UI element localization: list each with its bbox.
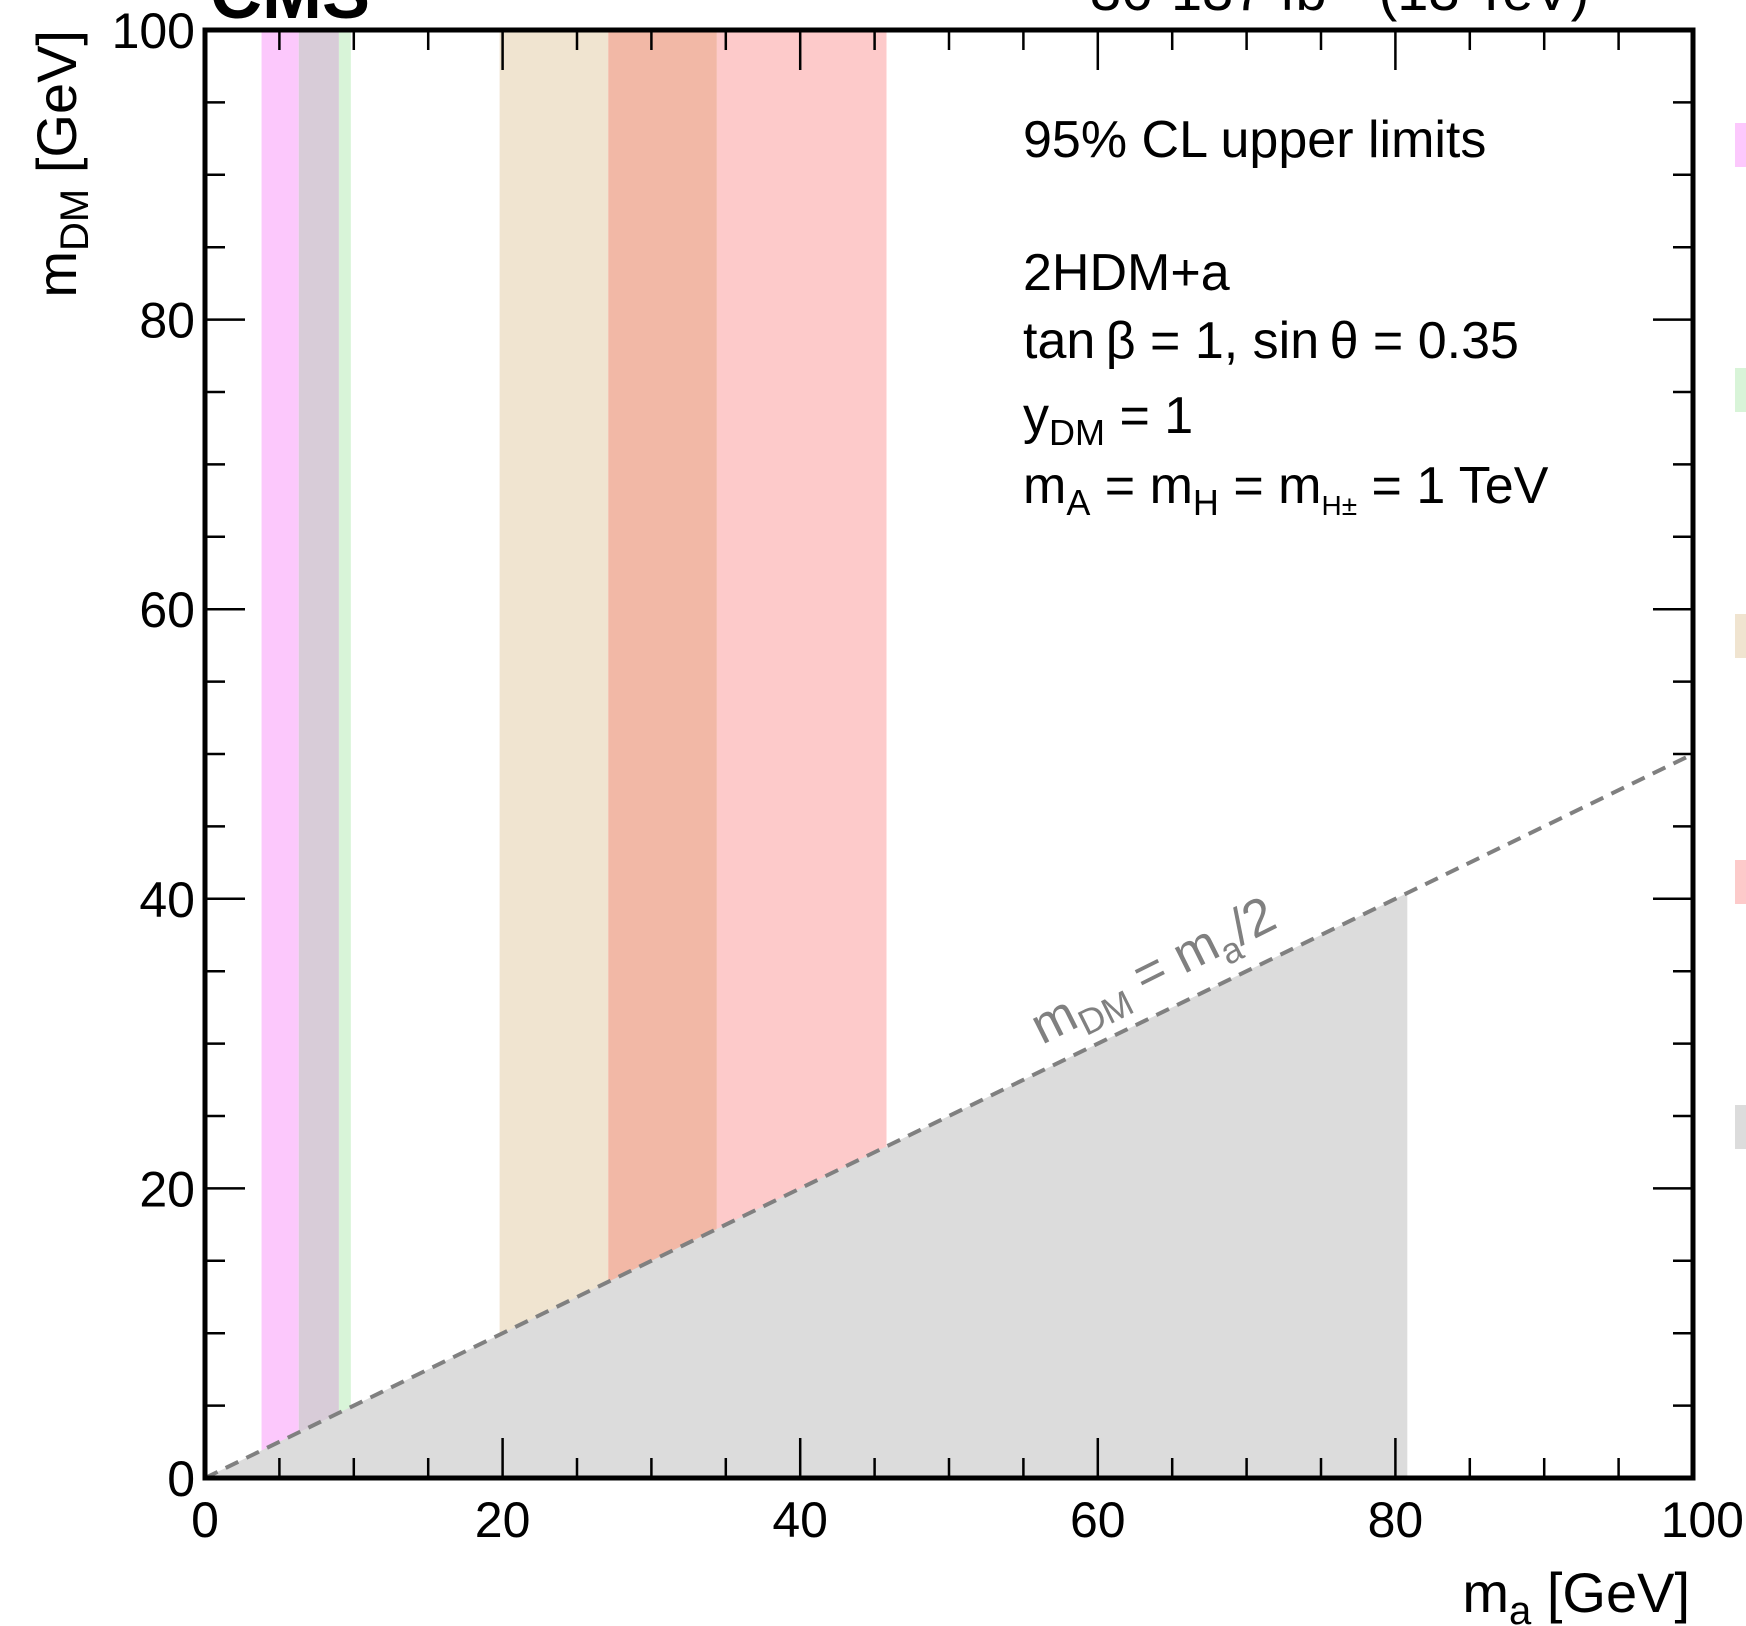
annotation-params: tan β = 1, sin θ = 0.35 [1023, 312, 1519, 370]
axis-ticks [203, 28, 1695, 1480]
y-tick-label: 60 [139, 582, 195, 638]
excluded-band-3 [338, 30, 351, 1478]
y-tick-label: 80 [139, 293, 195, 349]
excluded-band-4 [499, 30, 609, 1478]
luminosity-value: 36-137 fb [1090, 0, 1327, 22]
x-tick-label: 0 [191, 1492, 219, 1548]
legend-swatch [1735, 1105, 1746, 1149]
legend-swatch [1735, 860, 1746, 904]
annotation-masses: mA = mH = mH± = 1 TeV [1023, 457, 1549, 523]
y-tick-label: 0 [167, 1451, 195, 1507]
y-tick-label: 100 [112, 3, 195, 59]
excluded-band-5 [608, 30, 717, 1478]
legend-swatch [1735, 368, 1746, 412]
x-axis-title: ma [GeV] [1462, 1561, 1690, 1626]
legend-swatch [1735, 123, 1746, 167]
x-tick-label: 60 [1070, 1492, 1126, 1548]
annotation-block: 95% CL upper limits 2HDM+a tan β = 1, si… [1023, 111, 1549, 523]
x-tick-label: 40 [772, 1492, 828, 1548]
legend [1735, 123, 1746, 1149]
annotation-coupling: yDM = 1 [1023, 387, 1193, 453]
y-tick-label: 20 [139, 1161, 195, 1217]
x-tick-label: 100 [1661, 1492, 1744, 1548]
luminosity-label: 36-137 fb-1(13 TeV) [1090, 0, 1589, 22]
y-axis-title: mDM [GeV] [25, 30, 97, 298]
y-tick-label: 40 [139, 872, 195, 928]
x-tick-label: 20 [475, 1492, 531, 1548]
excluded-band-2 [298, 30, 339, 1478]
excluded-band-1 [261, 30, 299, 1478]
energy-label: (13 TeV) [1379, 0, 1590, 22]
annotation-model: 2HDM+a [1023, 244, 1230, 302]
legend-swatch [1735, 614, 1746, 658]
y-tick-labels: 0 20 40 60 80 100 [112, 3, 195, 1507]
x-tick-labels: 0 20 40 60 80 100 [191, 1492, 1744, 1548]
x-tick-label: 80 [1368, 1492, 1424, 1548]
annotation-cl: 95% CL upper limits [1023, 111, 1486, 169]
